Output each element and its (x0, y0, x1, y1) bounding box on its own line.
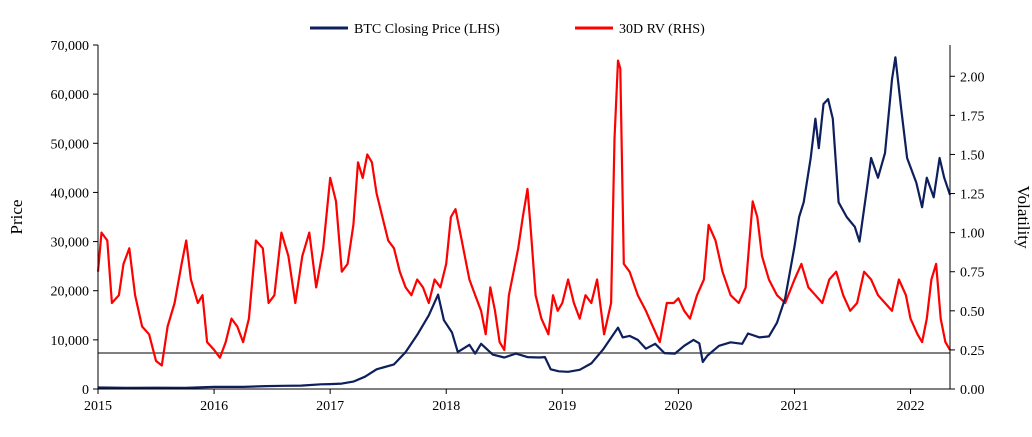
x-tick-label: 2022 (897, 399, 925, 414)
y-right-tick-label: 2.00 (960, 70, 985, 85)
y-left-tick-label: 60,000 (51, 88, 90, 103)
ticks-group: 0 10,000 20,000 30,000 40,000 50,000 60,000 70,… (51, 39, 985, 414)
x-tick-label: 2019 (548, 399, 576, 414)
y-left-tick-label: 0 (82, 383, 89, 398)
y-right-axis-title: Volatility (1014, 186, 1032, 249)
legend: BTC Closing Price (LHS) 30D RV (RHS) (310, 22, 705, 37)
legend-label-btc-price: BTC Closing Price (LHS) (354, 22, 500, 37)
y-right-tick-label: 0.75 (960, 266, 985, 281)
axes-group (97, 45, 951, 390)
series-line-30d-rv (96, 59, 951, 367)
y-right-tick-label: 1.50 (960, 148, 985, 163)
x-tick-label: 2018 (432, 399, 460, 414)
x-tick-label: 2020 (664, 399, 692, 414)
y-right-tick-label: 0.50 (960, 305, 985, 320)
series-group (96, 56, 952, 389)
y-right-tick-label: 0.25 (960, 344, 985, 359)
x-tick-label: 2021 (780, 399, 808, 414)
y-left-tick-label: 50,000 (51, 137, 90, 152)
y-left-tick-label: 40,000 (51, 186, 90, 201)
x-tick-label: 2017 (316, 399, 344, 414)
y-left-tick-label: 70,000 (51, 39, 90, 54)
y-right-tick-label: 0.00 (960, 383, 985, 398)
y-right-tick-label: 1.25 (960, 188, 985, 203)
y-right-tick-label: 1.00 (960, 227, 985, 242)
y-left-tick-label: 10,000 (51, 334, 90, 349)
x-tick-label: 2015 (84, 399, 112, 414)
y-right-tick-label: 1.75 (960, 109, 985, 124)
y-left-tick-label: 20,000 (51, 285, 90, 300)
y-left-tick-label: 30,000 (51, 236, 90, 251)
legend-label-30d-rv: 30D RV (RHS) (619, 22, 705, 37)
series-line-btc-price (97, 56, 952, 389)
y-left-axis-title: Price (7, 200, 26, 235)
x-tick-label: 2016 (200, 399, 228, 414)
